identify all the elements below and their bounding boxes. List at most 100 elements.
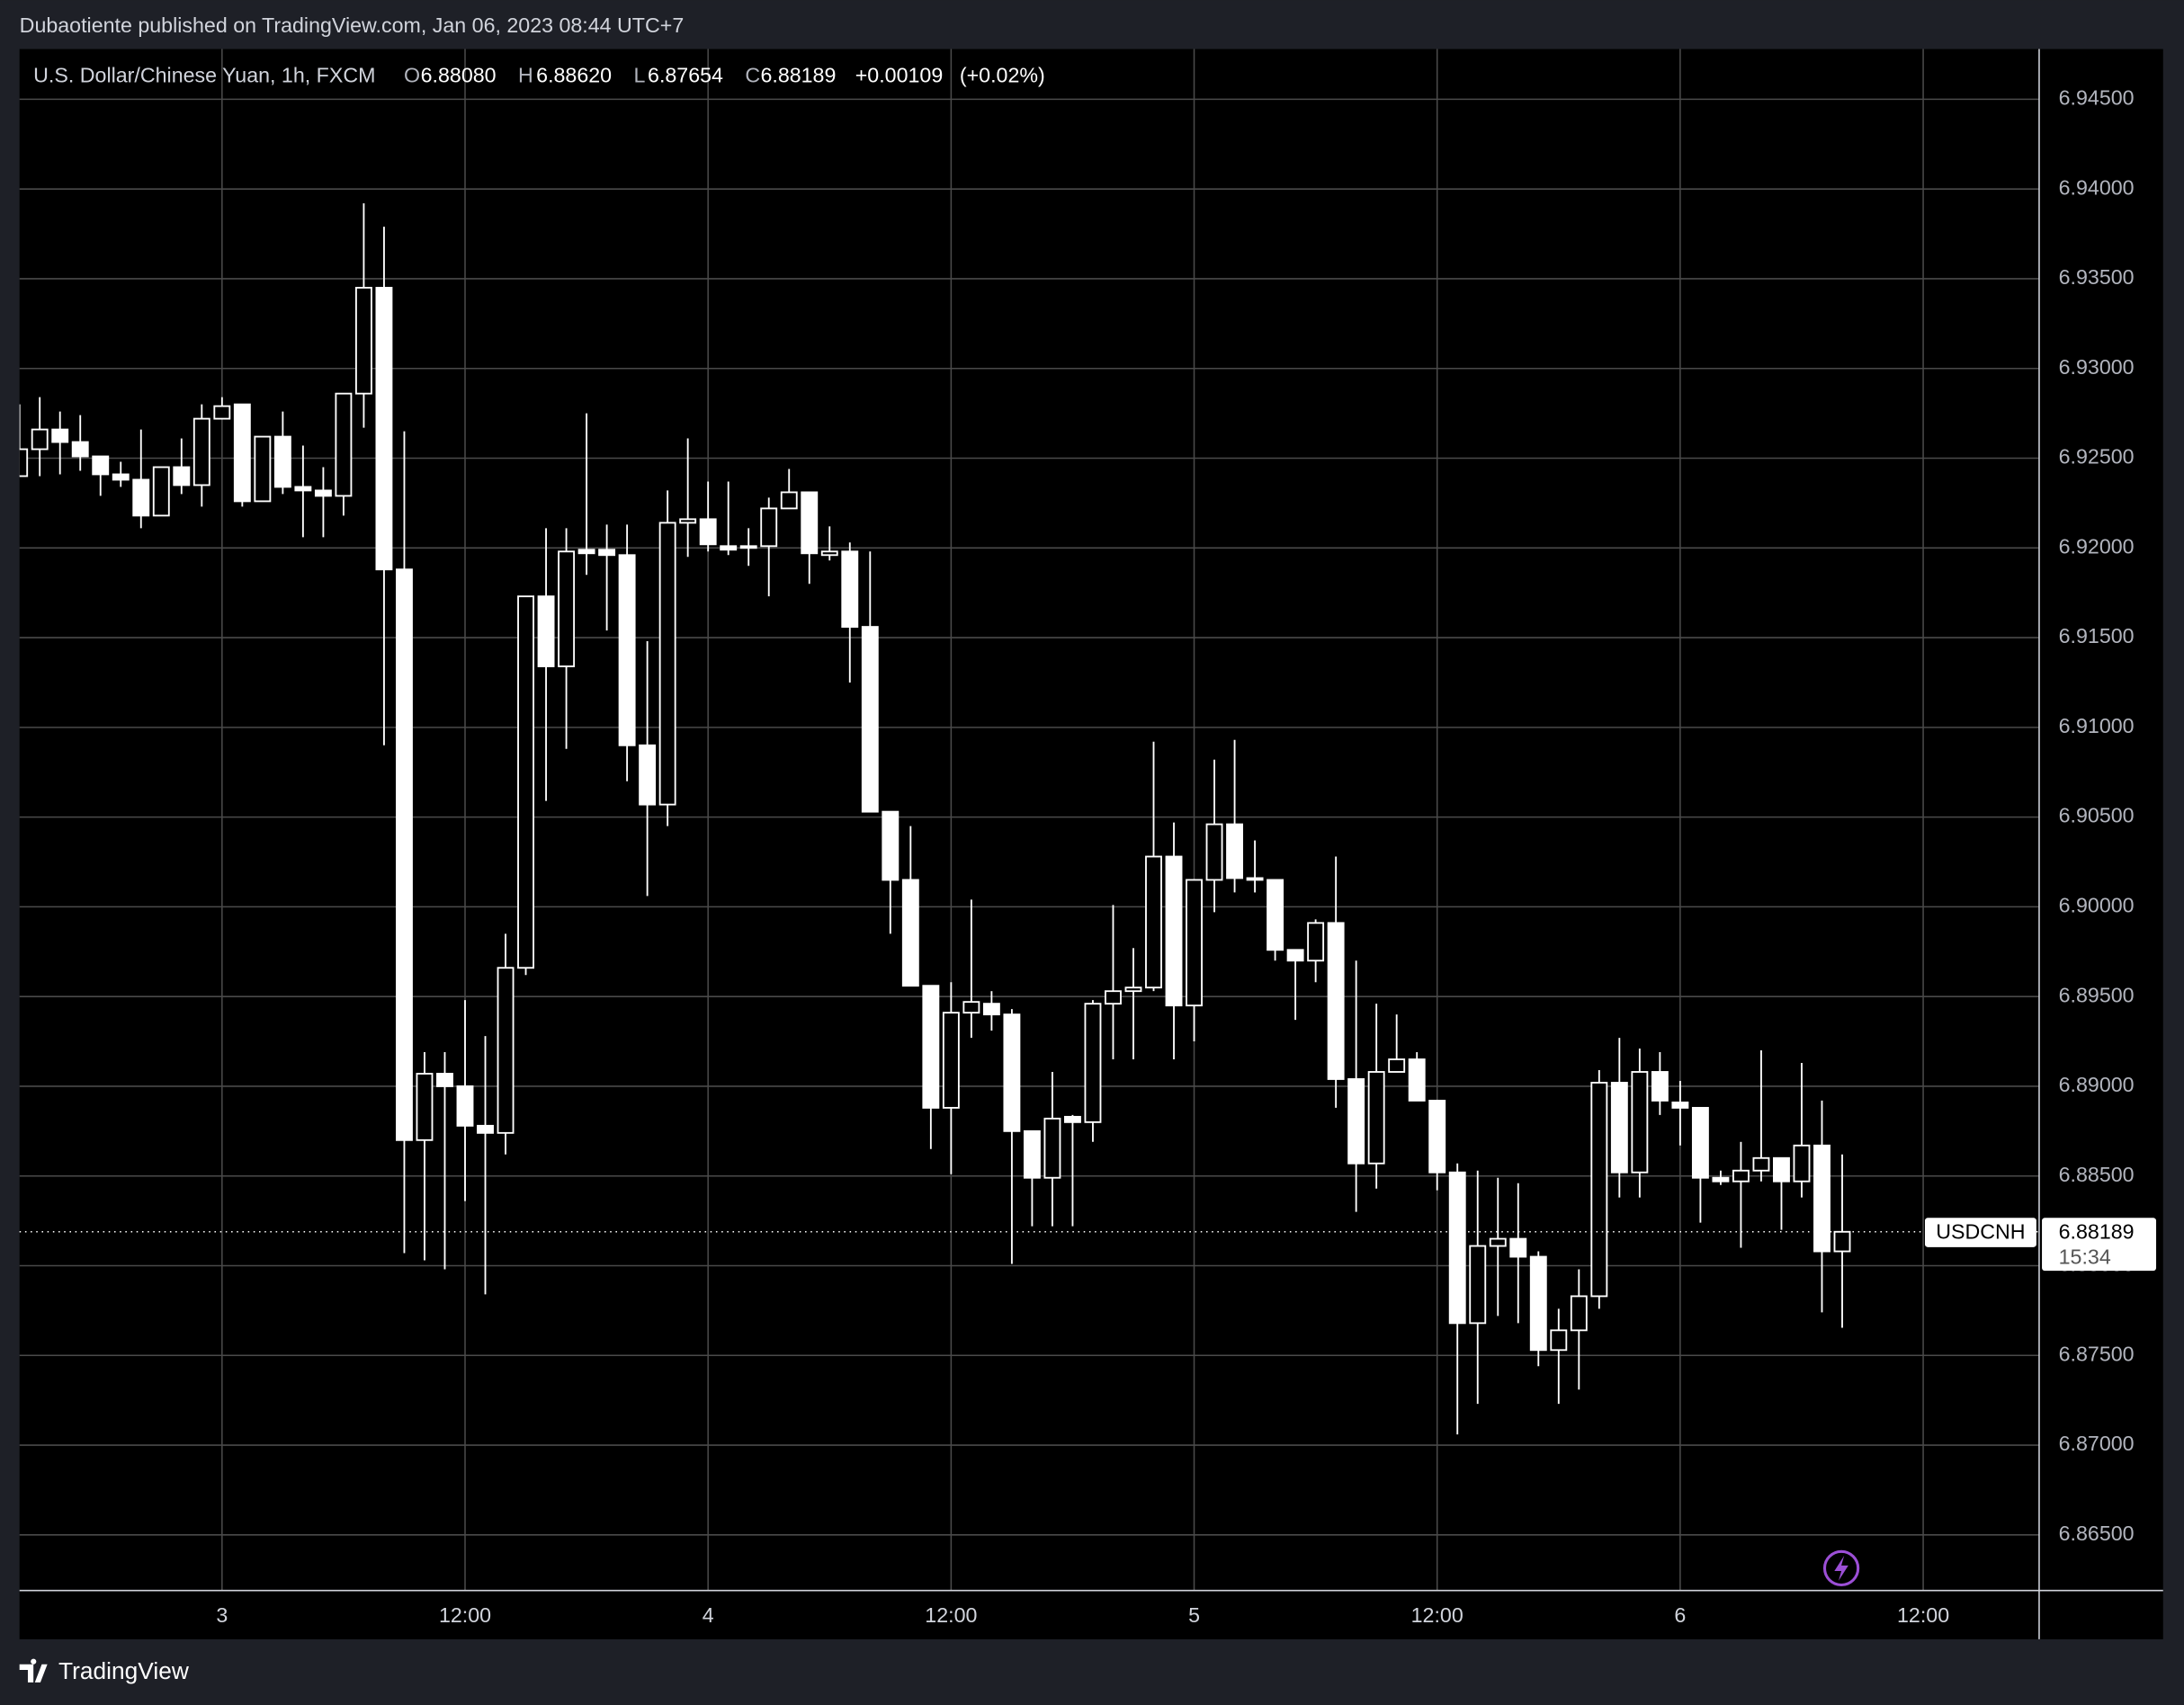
- brand-name: TradingView: [58, 1657, 190, 1684]
- candle-body: [1105, 990, 1122, 1005]
- y-tick-label: 6.93000: [2059, 355, 2135, 379]
- candle-body: [679, 518, 697, 524]
- candle-body: [1307, 922, 1325, 962]
- candles: [19, 203, 1851, 1435]
- x-tick-label: 12:00: [1897, 1603, 1949, 1627]
- candle-body: [497, 967, 515, 1134]
- candle-body: [861, 626, 879, 813]
- logo: [19, 1658, 48, 1683]
- legend-change-pct: (+0.02%): [960, 64, 1045, 87]
- candle-body: [639, 744, 657, 806]
- legend-value: 6.88189: [760, 64, 836, 87]
- candle-body: [517, 595, 534, 969]
- y-tick-label: 6.86500: [2059, 1522, 2135, 1545]
- candle-body: [982, 1003, 1000, 1016]
- candle-body: [1043, 1117, 1061, 1179]
- candle-body: [739, 545, 757, 549]
- y-tick-label: 6.94500: [2059, 86, 2135, 110]
- candle-body: [273, 435, 291, 488]
- candle-body: [1570, 1295, 1588, 1332]
- x-tick-label: 6: [1674, 1603, 1686, 1627]
- candle-body: [1509, 1237, 1527, 1258]
- candle-body: [1651, 1071, 1669, 1102]
- candle-body: [1671, 1101, 1689, 1109]
- y-tick-label: 6.90000: [2059, 894, 2135, 917]
- candle-body: [1469, 1245, 1487, 1325]
- candle-body: [1367, 1071, 1385, 1165]
- candle-body: [1286, 949, 1304, 962]
- candle-body: [1833, 1230, 1851, 1253]
- candle-body: [1246, 877, 1264, 881]
- candle-body: [1023, 1129, 1041, 1179]
- y-tick-label: 6.91500: [2059, 624, 2135, 647]
- x-tick-label: 5: [1188, 1603, 1200, 1627]
- candle-body: [213, 405, 231, 420]
- x-tick-label: 12:00: [1411, 1603, 1463, 1627]
- candle-body: [1752, 1156, 1770, 1172]
- grid: [19, 49, 2039, 1591]
- x-tick-label: 3: [216, 1603, 228, 1627]
- candle-body: [720, 545, 738, 551]
- candle-body: [801, 491, 819, 555]
- candle-body: [1691, 1106, 1709, 1179]
- candle-body: [416, 1073, 434, 1141]
- candle-body: [577, 549, 595, 555]
- candle-body: [51, 428, 69, 443]
- candle-body: [71, 441, 89, 458]
- candle-body: [962, 1001, 980, 1014]
- candle-body: [1063, 1115, 1081, 1123]
- candle-body: [335, 392, 353, 497]
- legend-label: O: [404, 64, 420, 87]
- brand: TradingView: [19, 1657, 190, 1684]
- y-tick-label: 6.90500: [2059, 804, 2135, 827]
- legend-label: L: [634, 64, 646, 87]
- y-tick-label: 6.92000: [2059, 534, 2135, 558]
- y-tick-label: 6.87500: [2059, 1342, 2135, 1365]
- candle-body: [19, 448, 29, 478]
- lightning-button[interactable]: [1822, 1549, 1860, 1587]
- y-tick-label: 6.91000: [2059, 714, 2135, 737]
- candle-body: [598, 549, 616, 557]
- y-tick-label: 6.93500: [2059, 265, 2135, 289]
- candle-body: [1124, 986, 1142, 993]
- legend-value: 6.87654: [648, 64, 723, 87]
- candle-body: [1003, 1013, 1021, 1132]
- candle-body: [354, 287, 372, 395]
- candle-body: [92, 455, 110, 476]
- symbol-badge: [1924, 1218, 2036, 1247]
- candle-body: [901, 879, 919, 987]
- chart-area: [19, 49, 2163, 1639]
- price-label: 6.88189: [2059, 1219, 2135, 1243]
- candle-body: [1327, 922, 1345, 1080]
- candle-body: [780, 491, 798, 510]
- y-tick-label: 6.89000: [2059, 1073, 2135, 1096]
- candle-body: [1408, 1058, 1426, 1102]
- symbol-title: U.S. Dollar/Chinese Yuan, 1h, FXCM: [33, 64, 375, 87]
- candle-body: [841, 550, 859, 629]
- candle-body: [192, 417, 210, 487]
- candle-body: [1550, 1329, 1568, 1352]
- candle-body: [1712, 1176, 1730, 1183]
- candle-body: [1793, 1144, 1811, 1183]
- x-tick-label: 4: [703, 1603, 714, 1627]
- candle-body: [699, 518, 717, 546]
- candle-body: [436, 1073, 453, 1087]
- candle-body: [31, 428, 49, 451]
- x-tick-label: 12:00: [439, 1603, 491, 1627]
- legend-label: H: [518, 64, 533, 87]
- candle-body: [112, 473, 130, 481]
- legend-label: C: [745, 64, 760, 87]
- icon: [1834, 1555, 1848, 1581]
- y-tick-label: 6.94000: [2059, 175, 2135, 199]
- candle-body: [1590, 1082, 1608, 1298]
- candle-body: [1631, 1071, 1649, 1174]
- candle-body: [1732, 1169, 1750, 1183]
- candle-body: [132, 478, 150, 517]
- candle-body: [1165, 855, 1183, 1007]
- candle-body: [375, 287, 393, 571]
- y-tick-label: 6.92500: [2059, 445, 2135, 469]
- candle-body: [1388, 1058, 1406, 1073]
- candle-body: [1267, 879, 1284, 951]
- candle-body: [1529, 1255, 1547, 1352]
